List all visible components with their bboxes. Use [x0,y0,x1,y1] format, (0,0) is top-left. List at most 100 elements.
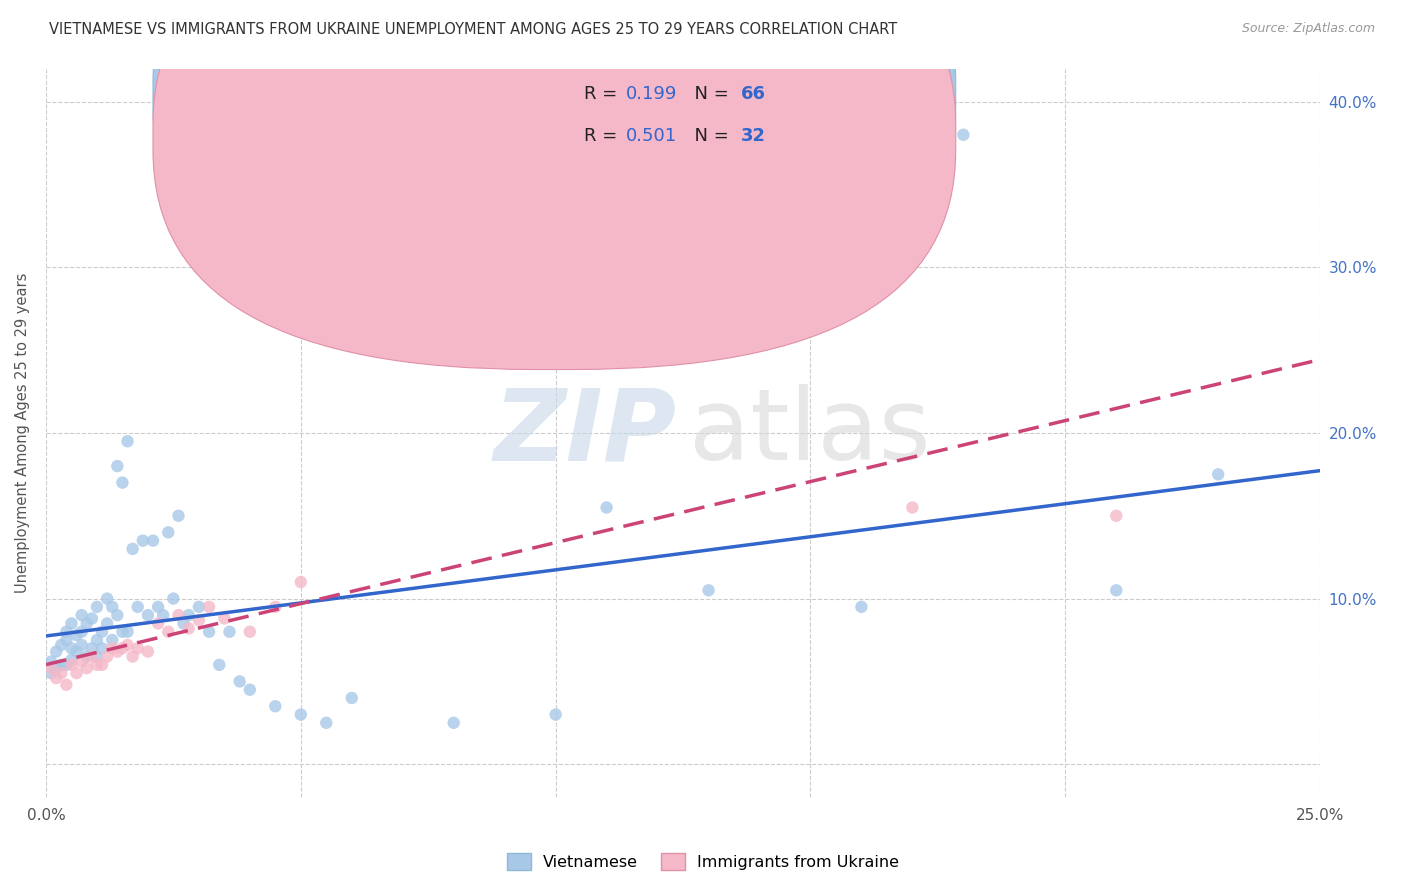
Text: 0.199: 0.199 [626,85,678,103]
Point [127,599,149,614]
Point [136,608,159,623]
Point [595,500,617,515]
Point [647,260,669,275]
Point [101,641,124,656]
Point [952,128,974,142]
Point [177,608,200,623]
Point [167,608,190,623]
Point [45,671,67,685]
Point [55,632,77,647]
Text: atlas: atlas [689,384,931,482]
Point [65,666,87,681]
Point [39,666,62,681]
Text: Source: ZipAtlas.com: Source: ZipAtlas.com [1241,22,1375,36]
Point [146,599,169,614]
Point [198,624,221,639]
Point [80,649,103,664]
Point [76,661,98,675]
Point [65,644,87,658]
Point [70,655,93,669]
Point [111,475,134,490]
Text: R =: R = [583,127,623,145]
Point [39,655,62,669]
Point [132,533,155,548]
Point [187,613,209,627]
Point [198,599,221,614]
Point [91,641,114,656]
Point [187,599,209,614]
Point [443,715,465,730]
Point [142,533,165,548]
Point [146,616,169,631]
Point [101,599,124,614]
Point [264,699,287,714]
Point [208,657,231,672]
Point [340,690,363,705]
Point [80,611,103,625]
FancyBboxPatch shape [505,69,875,178]
Text: R =: R = [583,85,623,103]
Point [55,678,77,692]
Point [697,583,720,598]
FancyBboxPatch shape [153,0,956,328]
Point [51,657,73,672]
Text: ZIP: ZIP [494,384,676,482]
Point [60,653,83,667]
Point [70,624,93,639]
Point [55,624,77,639]
Legend: Vietnamese, Immigrants from Ukraine: Vietnamese, Immigrants from Ukraine [501,847,905,877]
Point [96,591,118,606]
Text: N =: N = [683,127,734,145]
Point [121,649,143,664]
Point [55,657,77,672]
Point [264,599,287,614]
Point [51,666,73,681]
Text: 66: 66 [741,85,765,103]
Point [239,624,262,639]
Point [86,632,108,647]
Point [60,641,83,656]
Point [167,508,190,523]
Point [117,434,139,449]
Point [544,707,567,722]
Point [86,657,108,672]
Point [70,608,93,623]
Point [111,641,134,656]
Point [218,624,240,639]
Point [70,638,93,652]
Point [1206,467,1229,482]
Point [290,707,312,722]
Point [86,649,108,664]
Point [117,638,139,652]
Point [80,641,103,656]
Point [162,591,184,606]
Point [152,608,174,623]
Point [96,616,118,631]
Point [214,611,236,625]
Point [76,649,98,664]
Point [60,616,83,631]
Point [51,638,73,652]
Point [157,525,180,540]
Point [127,641,149,656]
Point [157,624,180,639]
Point [1105,508,1128,523]
Text: VIETNAMESE VS IMMIGRANTS FROM UKRAINE UNEMPLOYMENT AMONG AGES 25 TO 29 YEARS COR: VIETNAMESE VS IMMIGRANTS FROM UKRAINE UN… [49,22,897,37]
Point [101,632,124,647]
Point [136,644,159,658]
Point [45,644,67,658]
Text: N =: N = [683,85,734,103]
Text: 32: 32 [741,127,765,145]
Point [173,616,195,631]
Point [105,459,128,474]
Point [105,644,128,658]
Point [315,715,337,730]
Point [76,616,98,631]
Point [60,657,83,672]
Point [86,599,108,614]
Y-axis label: Unemployment Among Ages 25 to 29 years: Unemployment Among Ages 25 to 29 years [15,273,30,593]
Point [901,500,924,515]
Point [105,608,128,623]
Point [851,599,873,614]
Point [39,661,62,675]
